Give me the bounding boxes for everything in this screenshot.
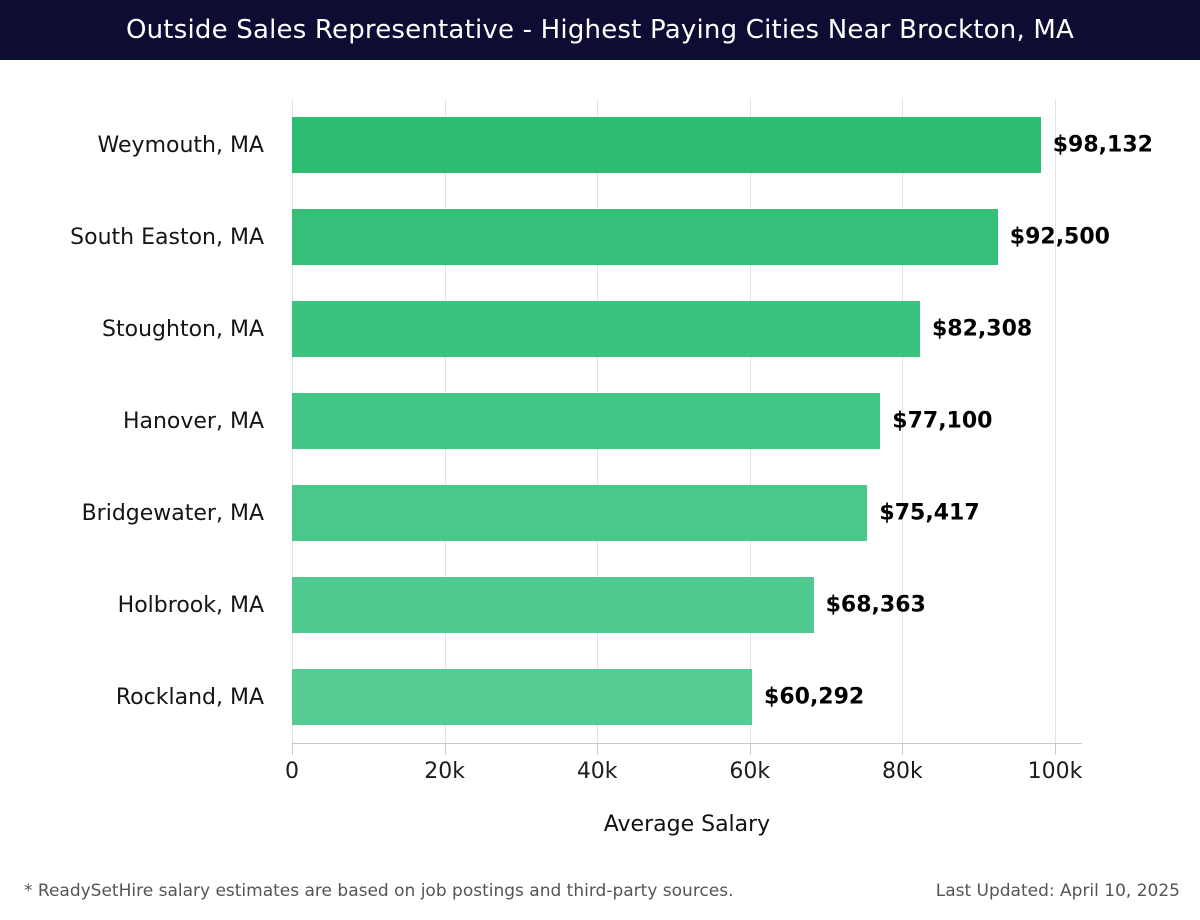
gridline: [902, 99, 904, 743]
gridline: [1055, 99, 1056, 743]
x-tick-label: 0: [285, 759, 299, 784]
x-tick-mark: [292, 743, 293, 755]
value-label: $77,100: [892, 408, 993, 434]
x-tick-label: 20k: [424, 759, 465, 784]
category-label: Weymouth, MA: [97, 132, 264, 158]
category-label: Hanover, MA: [122, 408, 264, 434]
x-tick-label: 100k: [1027, 759, 1083, 784]
bar: [292, 301, 920, 357]
x-tick-mark: [749, 743, 751, 755]
category-labels: Weymouth, MA South Easton, MA Stoughton, M…: [0, 99, 278, 743]
x-tick-label: 80k: [882, 759, 923, 784]
x-tick-label: 60k: [729, 759, 771, 784]
category-label: Holbrook, MA: [117, 592, 264, 618]
x-tick-mark: [902, 743, 904, 755]
category-label: Rockland, MA: [115, 684, 264, 710]
bar: [292, 393, 881, 449]
bar: [292, 485, 868, 541]
x-axis-title: Average Salary: [603, 812, 771, 837]
bar: [292, 209, 998, 265]
value-label: $82,308: [932, 316, 1033, 342]
x-axis-ticks: 0 20k 40k 60k 80k 100k: [285, 743, 1082, 789]
bar-row: $98,132: [292, 99, 1153, 191]
x-tick-mark: [1055, 743, 1056, 755]
value-label: $98,132: [1052, 132, 1153, 158]
bar: [292, 117, 1041, 173]
bar: [292, 669, 753, 725]
bar-row: $77,100: [292, 375, 1082, 467]
value-label: $92,500: [1009, 224, 1110, 250]
value-label: $68,363: [825, 592, 926, 618]
value-label: $75,417: [879, 500, 980, 526]
bar: [292, 577, 814, 633]
footer-disclaimer: * ReadySetHire salary estimates are base…: [24, 881, 734, 901]
plot-area: $98,132 $92,500 $82,308 $77,100 $75,417 $68,3…: [292, 99, 1153, 744]
category-label: South Easton, MA: [70, 224, 264, 250]
footer-last-updated: Last Updated: April 10, 2025: [935, 881, 1180, 901]
bar-row: $75,417: [292, 467, 1082, 559]
bar-row: $60,292: [292, 651, 1082, 743]
value-label: $60,292: [764, 684, 865, 710]
category-label: Stoughton, MA: [102, 316, 264, 342]
x-tick-mark: [444, 743, 446, 755]
category-label: Bridgewater, MA: [81, 500, 264, 526]
bar-row: $82,308: [292, 283, 1082, 375]
x-tick-mark: [597, 743, 599, 755]
bar-row: $92,500: [292, 191, 1110, 283]
chart-title: Outside Sales Representative - Highest P…: [125, 15, 1075, 45]
header-bar: Outside Sales Representative - Highest P…: [0, 0, 1200, 60]
x-tick-label: 40k: [576, 759, 618, 784]
bar-row: $68,363: [292, 559, 1082, 651]
